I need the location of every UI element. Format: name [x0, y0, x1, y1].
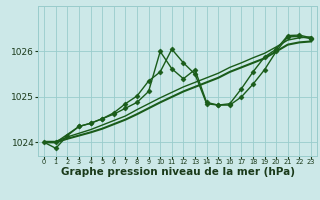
X-axis label: Graphe pression niveau de la mer (hPa): Graphe pression niveau de la mer (hPa) — [60, 167, 295, 177]
